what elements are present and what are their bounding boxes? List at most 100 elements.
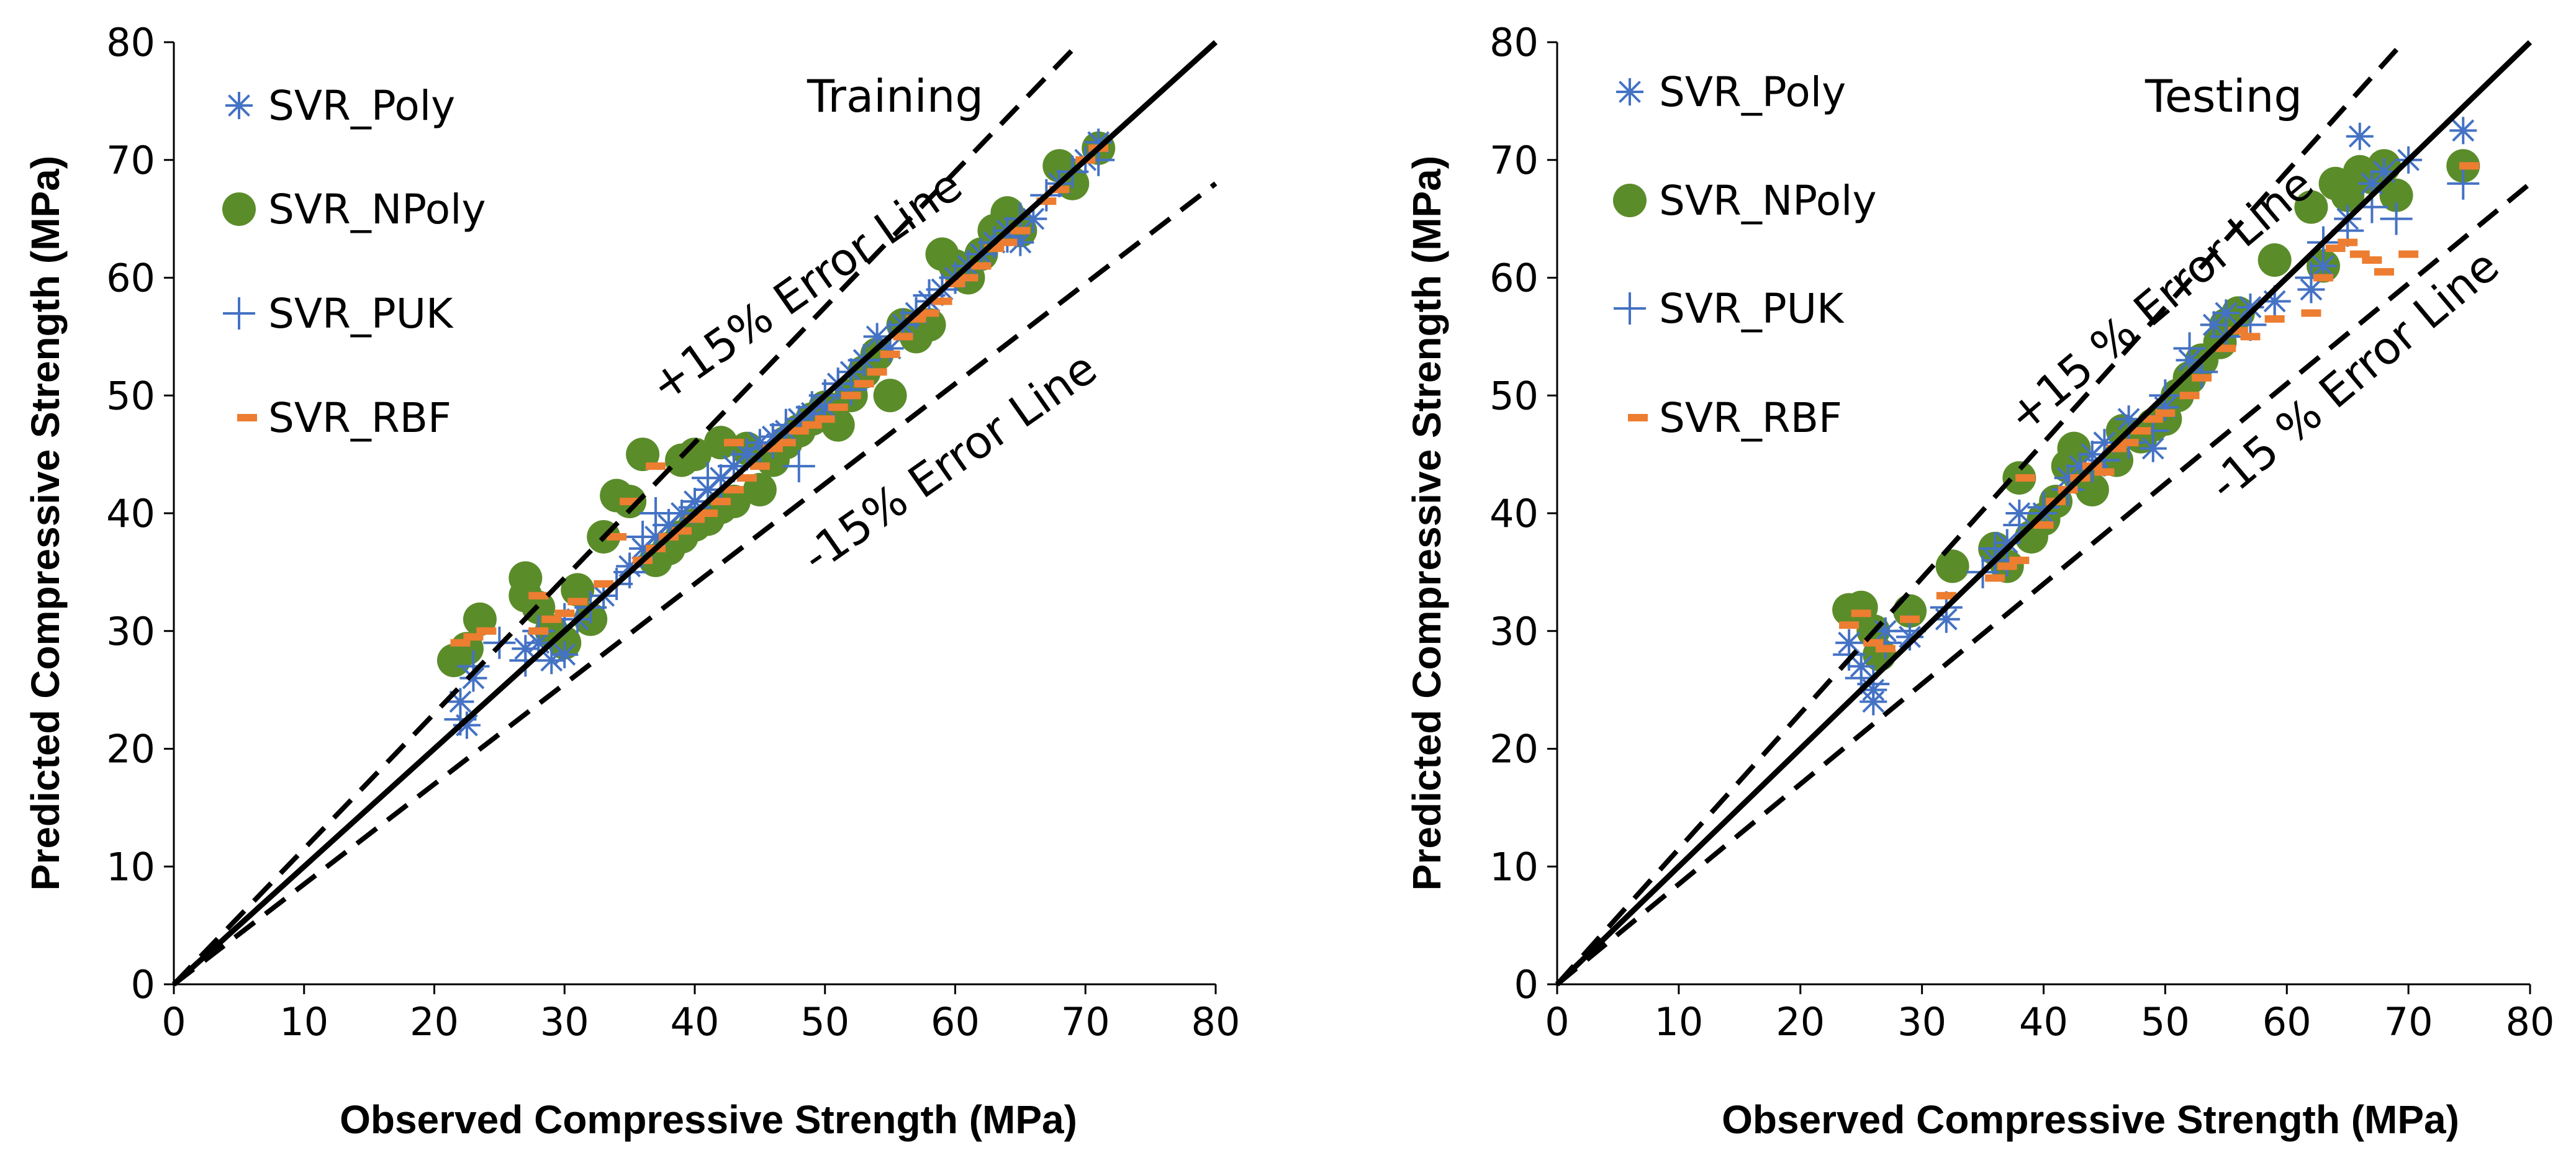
training-svr-poly-point-5 bbox=[538, 647, 566, 675]
training-svr-rbf-point-31 bbox=[867, 368, 887, 376]
training-svr-rbf-point-8 bbox=[594, 580, 614, 588]
testing-svr-puk-point-0 bbox=[1833, 638, 1866, 671]
legend-label-svr-npoly: SVR_NPoly bbox=[1659, 177, 1877, 225]
training-axes bbox=[164, 41, 1217, 994]
training-svr-rbf-point-24 bbox=[775, 439, 796, 447]
testing-axes bbox=[1547, 41, 2531, 994]
training-y-tick-label-30: 30 bbox=[106, 609, 155, 654]
training-svr-rbf-point-19 bbox=[723, 486, 744, 494]
training-svr-rbf-point-2 bbox=[476, 627, 497, 635]
training-svr-rbf-point-28 bbox=[828, 403, 848, 411]
testing-x-axis-title: Observed Compressive Strength (MPa) bbox=[1722, 1097, 2459, 1142]
training-svr-npoly-point-22 bbox=[703, 426, 738, 460]
testing-svr-rbf-point-33 bbox=[2374, 268, 2394, 276]
training-svr-rbf-point-20 bbox=[723, 439, 744, 447]
testing-reference-lines bbox=[1555, 40, 2533, 987]
testing-x-tick-labels: 0 10 20 30 40 50 60 70 80 bbox=[1545, 999, 2554, 1044]
legend-label-svr-rbf: SVR_RBF bbox=[1659, 394, 1842, 442]
training-x-tick-label-0: 0 bbox=[161, 999, 186, 1044]
testing-y-tick-label-50: 50 bbox=[1489, 373, 1539, 418]
testing-y-tick-label-20: 20 bbox=[1489, 727, 1539, 772]
testing-svr-rbf-point-32 bbox=[2362, 256, 2382, 264]
testing-y-tick-label-40: 40 bbox=[1489, 491, 1539, 536]
testing-svr-rbf-point-20 bbox=[2155, 409, 2176, 417]
legend-swatch-svr-poly bbox=[225, 92, 253, 119]
testing-y-tick-label-0: 0 bbox=[1514, 962, 1539, 1007]
legend-swatch-svr-puk bbox=[1614, 292, 1646, 325]
training-svr-rbf-point-36 bbox=[932, 297, 952, 305]
training-svr-rbf-point-34 bbox=[906, 315, 926, 323]
testing-svr-rbf-point-35 bbox=[2459, 162, 2480, 170]
testing-svr-npoly-point-13 bbox=[2057, 431, 2091, 465]
testing-svr-poly-point-26 bbox=[2346, 122, 2374, 150]
testing-legend-marker-svr-poly bbox=[1616, 78, 1643, 106]
training-minus-15-line bbox=[172, 181, 1218, 987]
testing-svr-puk-point-26 bbox=[2380, 202, 2413, 235]
testing-svr-rbf-point-5 bbox=[1936, 591, 1956, 600]
testing-svr-rbf-point-28 bbox=[2313, 274, 2334, 282]
training-y-axis-title: Predicted Compressive Strength (MPa) bbox=[23, 156, 68, 891]
testing-svr-rbf-point-18 bbox=[2131, 427, 2151, 435]
training-svr-rbf-point-21 bbox=[736, 474, 757, 482]
testing-x-tick-label-0: 0 bbox=[1545, 999, 1569, 1044]
testing-svr-rbf-point-9 bbox=[2015, 474, 2036, 482]
training-y-tick-labels: 0 10 20 30 40 50 60 70 80 bbox=[106, 20, 155, 1007]
legend-swatch-svr-puk bbox=[223, 297, 255, 330]
training-svr-rbf-point-17 bbox=[697, 510, 718, 517]
testing-x-tick-label-70: 70 bbox=[2384, 999, 2433, 1044]
training-x-tick-label-30: 30 bbox=[540, 999, 589, 1044]
training-svr-rbf-point-35 bbox=[919, 309, 939, 317]
training-svr-rbf-point-27 bbox=[815, 415, 835, 423]
testing-svr-rbf-point-0 bbox=[1839, 621, 1860, 629]
training-x-tick-label-60: 60 bbox=[931, 999, 980, 1044]
testing-legend: SVR_Poly SVR_NPoly SVR_PUK SVR_RBF bbox=[1613, 68, 1877, 442]
testing-svr-rbf-point-19 bbox=[2143, 415, 2163, 423]
testing-minus-15-line bbox=[1555, 181, 2532, 987]
testing-y-tick-label-70: 70 bbox=[1489, 138, 1539, 183]
training-equality-line bbox=[171, 40, 1218, 987]
training-svr-rbf-point-38 bbox=[958, 274, 978, 282]
testing-svr-rbf-point-1 bbox=[1851, 609, 1871, 618]
training-svr-puk-point-24 bbox=[834, 373, 867, 406]
legend-swatch-svr-rbf bbox=[1628, 414, 1648, 421]
testing-svr-npoly-point-27 bbox=[2257, 243, 2292, 277]
training-legend-marker-svr-puk bbox=[223, 297, 255, 330]
training-svr-rbf-point-0 bbox=[450, 639, 471, 647]
training-x-tick-label-70: 70 bbox=[1061, 999, 1110, 1044]
training-reference-lines bbox=[171, 40, 1218, 987]
testing-equality-line bbox=[1555, 40, 2533, 987]
testing-x-tick-label-60: 60 bbox=[2262, 999, 2312, 1044]
training-legend-marker-svr-poly bbox=[225, 92, 253, 119]
training-legend-marker-svr-rbf bbox=[237, 414, 257, 421]
legend-label-svr-puk: SVR_PUK bbox=[268, 290, 454, 338]
testing-svr-puk-point-10 bbox=[2027, 491, 2060, 524]
training-svr-puk-point-20 bbox=[782, 450, 815, 483]
training-x-tick-label-40: 40 bbox=[671, 999, 720, 1044]
training-svr-npoly-point-35 bbox=[873, 379, 907, 413]
testing-svr-rbf-point-29 bbox=[2325, 245, 2346, 253]
training-svr-rbf-point-4 bbox=[528, 591, 549, 600]
training-svr-npoly-point-31 bbox=[821, 408, 855, 442]
training-legend: SVR_Poly SVR_NPoly SVR_PUK SVR_RBF bbox=[222, 82, 486, 442]
testing-legend-marker-svr-puk bbox=[1614, 292, 1646, 325]
testing-svr-rbf-point-4 bbox=[1900, 615, 1920, 623]
testing-legend-marker-svr-rbf bbox=[1628, 414, 1648, 421]
training-y-tick-label-50: 50 bbox=[106, 373, 155, 418]
testing-legend-marker-svr-npoly bbox=[1613, 184, 1647, 217]
testing-y-tick-label-30: 30 bbox=[1489, 609, 1539, 654]
training-panel-title: Training bbox=[807, 70, 983, 122]
training-svr-rbf-point-22 bbox=[749, 462, 770, 470]
testing-x-tick-label-30: 30 bbox=[1897, 999, 1946, 1044]
testing-svr-rbf-point-30 bbox=[2338, 238, 2358, 246]
legend-swatch-svr-npoly bbox=[222, 192, 256, 226]
testing-y-tick-labels: 0 10 20 30 40 50 60 70 80 bbox=[1489, 20, 1539, 1007]
testing-svr-rbf-point-17 bbox=[2118, 439, 2139, 447]
training-y-tick-label-20: 20 bbox=[106, 727, 155, 772]
testing-svr-npoly-point-35 bbox=[2379, 178, 2413, 212]
legend-swatch-svr-npoly bbox=[1613, 184, 1647, 217]
training-x-tick-labels: 0 10 20 30 40 50 60 70 80 bbox=[161, 999, 1240, 1044]
testing-svr-npoly-point-28 bbox=[2294, 190, 2328, 224]
training-x-tick-label-80: 80 bbox=[1191, 999, 1241, 1044]
training-svr-rbf-point-32 bbox=[880, 350, 900, 358]
